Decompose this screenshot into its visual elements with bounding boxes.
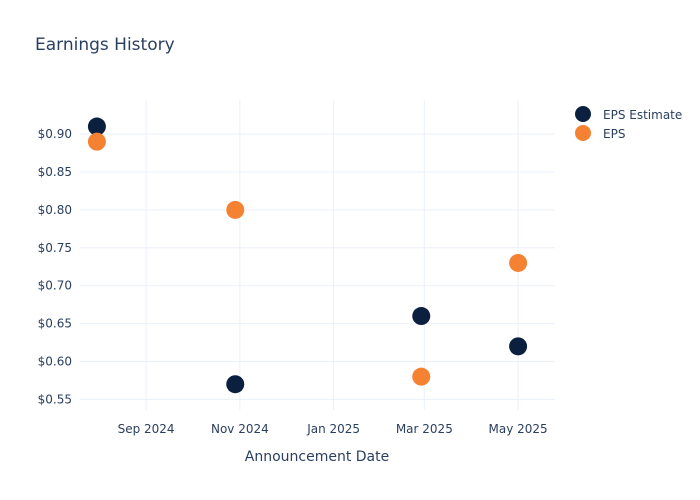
legend-label-eps-estimate: EPS Estimate (603, 108, 682, 122)
y-tick-label: $0.60 (38, 354, 72, 368)
y-tick-label: $0.70 (38, 279, 72, 293)
data-point-eps-estimate[interactable] (509, 337, 528, 356)
legend-label-eps: EPS (603, 127, 625, 141)
data-points (87, 117, 528, 394)
data-point-eps-estimate[interactable] (412, 307, 431, 326)
y-tick-label: $0.65 (38, 317, 72, 331)
x-tick-label: Jan 2025 (306, 422, 360, 436)
x-tick-label: May 2025 (489, 422, 548, 436)
data-point-eps[interactable] (509, 253, 528, 272)
y-tick-label: $0.75 (38, 241, 72, 255)
data-point-eps[interactable] (87, 132, 106, 151)
data-point-eps[interactable] (226, 200, 245, 219)
legend[interactable]: EPS Estimate EPS (575, 106, 682, 141)
legend-marker-eps (575, 125, 591, 141)
x-axis-ticks: Sep 2024 Nov 2024 Jan 2025 Mar 2025 May 2025 (118, 422, 548, 436)
legend-marker-eps-estimate (575, 106, 591, 122)
grid (80, 100, 555, 410)
y-tick-label: $0.80 (38, 203, 72, 217)
x-axis-title: Announcement Date (245, 449, 389, 465)
y-tick-label: $0.55 (38, 392, 72, 406)
y-tick-label: $0.85 (38, 165, 72, 179)
legend-item-eps-estimate[interactable]: EPS Estimate (575, 106, 682, 122)
data-point-eps-estimate[interactable] (87, 117, 106, 136)
x-tick-label: Sep 2024 (118, 422, 175, 436)
x-tick-label: Mar 2025 (396, 422, 453, 436)
legend-item-eps[interactable]: EPS (575, 125, 625, 141)
y-axis-ticks: $0.55 $0.60 $0.65 $0.70 $0.75 $0.80 $0.85 $0.90 (38, 127, 72, 406)
x-tick-label: Nov 2024 (211, 422, 269, 436)
y-tick-label: $0.90 (38, 127, 72, 141)
data-point-eps-estimate[interactable] (226, 375, 245, 394)
chart-title: Earnings History (35, 35, 175, 55)
data-point-eps[interactable] (412, 367, 431, 386)
